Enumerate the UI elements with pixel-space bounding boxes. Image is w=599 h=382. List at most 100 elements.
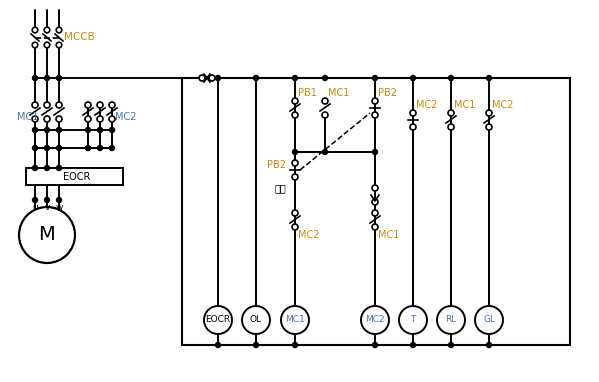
Circle shape: [44, 197, 50, 202]
Text: PB2: PB2: [267, 160, 286, 170]
Circle shape: [44, 165, 50, 170]
Circle shape: [97, 116, 103, 122]
Circle shape: [373, 343, 377, 348]
Text: GL: GL: [483, 316, 495, 324]
Text: PB1: PB1: [298, 88, 317, 98]
Circle shape: [110, 146, 114, 151]
Circle shape: [322, 112, 328, 118]
Circle shape: [44, 102, 50, 108]
Circle shape: [109, 102, 115, 108]
Circle shape: [56, 42, 62, 48]
Text: MC1: MC1: [285, 316, 305, 324]
Circle shape: [322, 98, 328, 104]
Circle shape: [372, 199, 378, 205]
Circle shape: [292, 343, 298, 348]
Circle shape: [399, 306, 427, 334]
Circle shape: [32, 102, 38, 108]
Text: MC1: MC1: [378, 230, 400, 240]
Circle shape: [475, 306, 503, 334]
Circle shape: [372, 224, 378, 230]
Circle shape: [32, 146, 38, 151]
Circle shape: [56, 116, 62, 122]
Circle shape: [56, 197, 62, 202]
Circle shape: [110, 128, 114, 133]
Circle shape: [98, 128, 102, 133]
Text: MC2: MC2: [416, 100, 437, 110]
Circle shape: [32, 197, 38, 202]
Circle shape: [486, 124, 492, 130]
Circle shape: [372, 210, 378, 216]
Text: MC2: MC2: [365, 316, 385, 324]
Text: MC1: MC1: [328, 88, 349, 98]
Circle shape: [56, 128, 62, 133]
Circle shape: [56, 165, 62, 170]
Circle shape: [410, 343, 416, 348]
Circle shape: [199, 75, 205, 81]
Circle shape: [32, 128, 38, 133]
Circle shape: [449, 76, 453, 81]
Text: MC1: MC1: [454, 100, 476, 110]
Circle shape: [44, 76, 50, 81]
Circle shape: [281, 306, 309, 334]
Circle shape: [242, 306, 270, 334]
Circle shape: [486, 110, 492, 116]
Text: 연동: 연동: [275, 183, 287, 193]
Circle shape: [448, 124, 454, 130]
Circle shape: [437, 306, 465, 334]
Circle shape: [56, 27, 62, 33]
Text: OL: OL: [250, 316, 262, 324]
Circle shape: [486, 76, 492, 81]
Circle shape: [209, 75, 215, 81]
Circle shape: [86, 146, 90, 151]
Circle shape: [372, 98, 378, 104]
Text: T: T: [410, 316, 416, 324]
Text: MCCB: MCCB: [64, 32, 95, 42]
Circle shape: [449, 343, 453, 348]
Circle shape: [56, 146, 62, 151]
Circle shape: [204, 306, 232, 334]
Circle shape: [292, 98, 298, 104]
Circle shape: [373, 149, 377, 154]
Text: RL: RL: [446, 316, 456, 324]
Circle shape: [253, 76, 259, 81]
Circle shape: [448, 110, 454, 116]
Text: w: w: [55, 204, 63, 212]
Circle shape: [85, 102, 91, 108]
Circle shape: [44, 128, 50, 133]
Circle shape: [32, 42, 38, 48]
Circle shape: [322, 149, 328, 154]
Circle shape: [56, 76, 62, 81]
Circle shape: [44, 27, 50, 33]
Text: EOCR: EOCR: [63, 172, 90, 181]
Circle shape: [410, 110, 416, 116]
Circle shape: [216, 76, 220, 81]
Circle shape: [322, 76, 328, 81]
Circle shape: [32, 76, 38, 81]
Circle shape: [373, 76, 377, 81]
Text: M: M: [38, 225, 55, 244]
Text: MC2: MC2: [115, 112, 137, 122]
Circle shape: [216, 343, 220, 348]
Circle shape: [292, 76, 298, 81]
Text: EOCR: EOCR: [205, 316, 231, 324]
Circle shape: [292, 112, 298, 118]
Circle shape: [410, 124, 416, 130]
Circle shape: [97, 102, 103, 108]
Bar: [26, 168, 123, 185]
Circle shape: [292, 224, 298, 230]
Circle shape: [292, 210, 298, 216]
Circle shape: [98, 146, 102, 151]
Circle shape: [44, 116, 50, 122]
Text: MC2: MC2: [298, 230, 319, 240]
Circle shape: [410, 76, 416, 81]
Circle shape: [361, 306, 389, 334]
Circle shape: [85, 116, 91, 122]
Text: PB2: PB2: [378, 88, 397, 98]
Circle shape: [32, 116, 38, 122]
Circle shape: [56, 102, 62, 108]
Circle shape: [372, 112, 378, 118]
Circle shape: [292, 149, 298, 154]
Circle shape: [372, 185, 378, 191]
Circle shape: [292, 160, 298, 166]
Text: v: v: [44, 204, 50, 212]
